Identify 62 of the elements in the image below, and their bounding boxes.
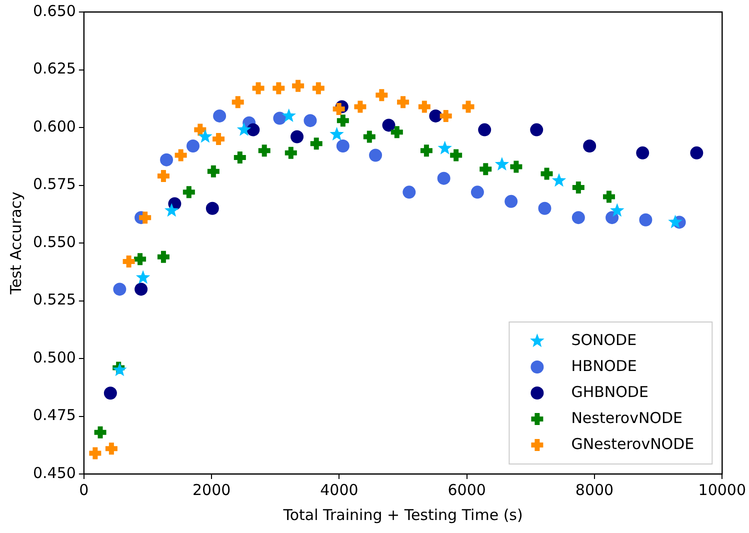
legend-label: NesterovNODE xyxy=(571,408,683,427)
point xyxy=(112,362,127,376)
y-tick-label: 0.475 xyxy=(32,406,76,424)
y-tick-label: 0.500 xyxy=(32,348,76,366)
y-tick-label: 0.550 xyxy=(32,232,76,251)
y-tick-label: 0.625 xyxy=(32,60,76,78)
y-tick-label: 0.650 xyxy=(32,2,76,20)
point xyxy=(552,173,566,187)
point xyxy=(504,194,518,208)
y-tick-label: 0.525 xyxy=(32,290,76,309)
point xyxy=(668,214,682,228)
point xyxy=(290,130,304,144)
point xyxy=(382,118,396,132)
point xyxy=(330,126,344,140)
y-tick-label: 0.600 xyxy=(32,117,76,136)
x-tick-label: 4000 xyxy=(320,480,358,499)
point xyxy=(583,139,596,152)
point xyxy=(636,146,650,160)
point xyxy=(530,123,544,136)
legend-label: GNesterovNODE xyxy=(571,434,694,453)
legend-label: GHBNODE xyxy=(571,382,648,401)
y-tick-label: 0.575 xyxy=(32,175,76,194)
x-axis-title: Total Training + Testing Time (s) xyxy=(282,506,523,524)
point xyxy=(478,123,492,136)
point xyxy=(610,203,624,217)
point xyxy=(494,156,510,171)
point xyxy=(206,202,219,215)
point xyxy=(606,211,619,224)
point xyxy=(246,123,260,136)
point xyxy=(186,139,200,152)
point xyxy=(304,114,317,128)
x-tick-label: 2000 xyxy=(192,480,231,499)
x-tick-label: 10000 xyxy=(698,480,746,499)
point xyxy=(572,211,585,224)
point xyxy=(438,140,452,154)
point xyxy=(402,186,416,199)
point xyxy=(136,270,150,284)
point xyxy=(429,109,442,122)
x-tick-label: 6000 xyxy=(448,480,486,499)
y-tick-label: 0.450 xyxy=(32,464,76,482)
point xyxy=(113,282,126,296)
point xyxy=(160,153,174,166)
point xyxy=(273,112,286,125)
point xyxy=(470,186,484,199)
point xyxy=(236,122,252,136)
x-tick-label: 0 xyxy=(79,480,89,499)
point xyxy=(213,109,226,122)
point xyxy=(690,146,704,160)
point xyxy=(134,282,148,296)
x-tick-label: 8000 xyxy=(575,480,614,499)
y-axis-title: Test Accuracy xyxy=(6,191,25,296)
point xyxy=(639,213,652,226)
point xyxy=(369,148,382,162)
point xyxy=(437,172,450,185)
point xyxy=(336,139,350,152)
point xyxy=(198,129,212,143)
legend-label: HBNODE xyxy=(571,356,637,375)
legend-label: SONODE xyxy=(571,330,637,349)
point xyxy=(282,108,296,122)
point xyxy=(104,386,117,400)
point xyxy=(538,202,552,215)
point xyxy=(164,203,179,217)
